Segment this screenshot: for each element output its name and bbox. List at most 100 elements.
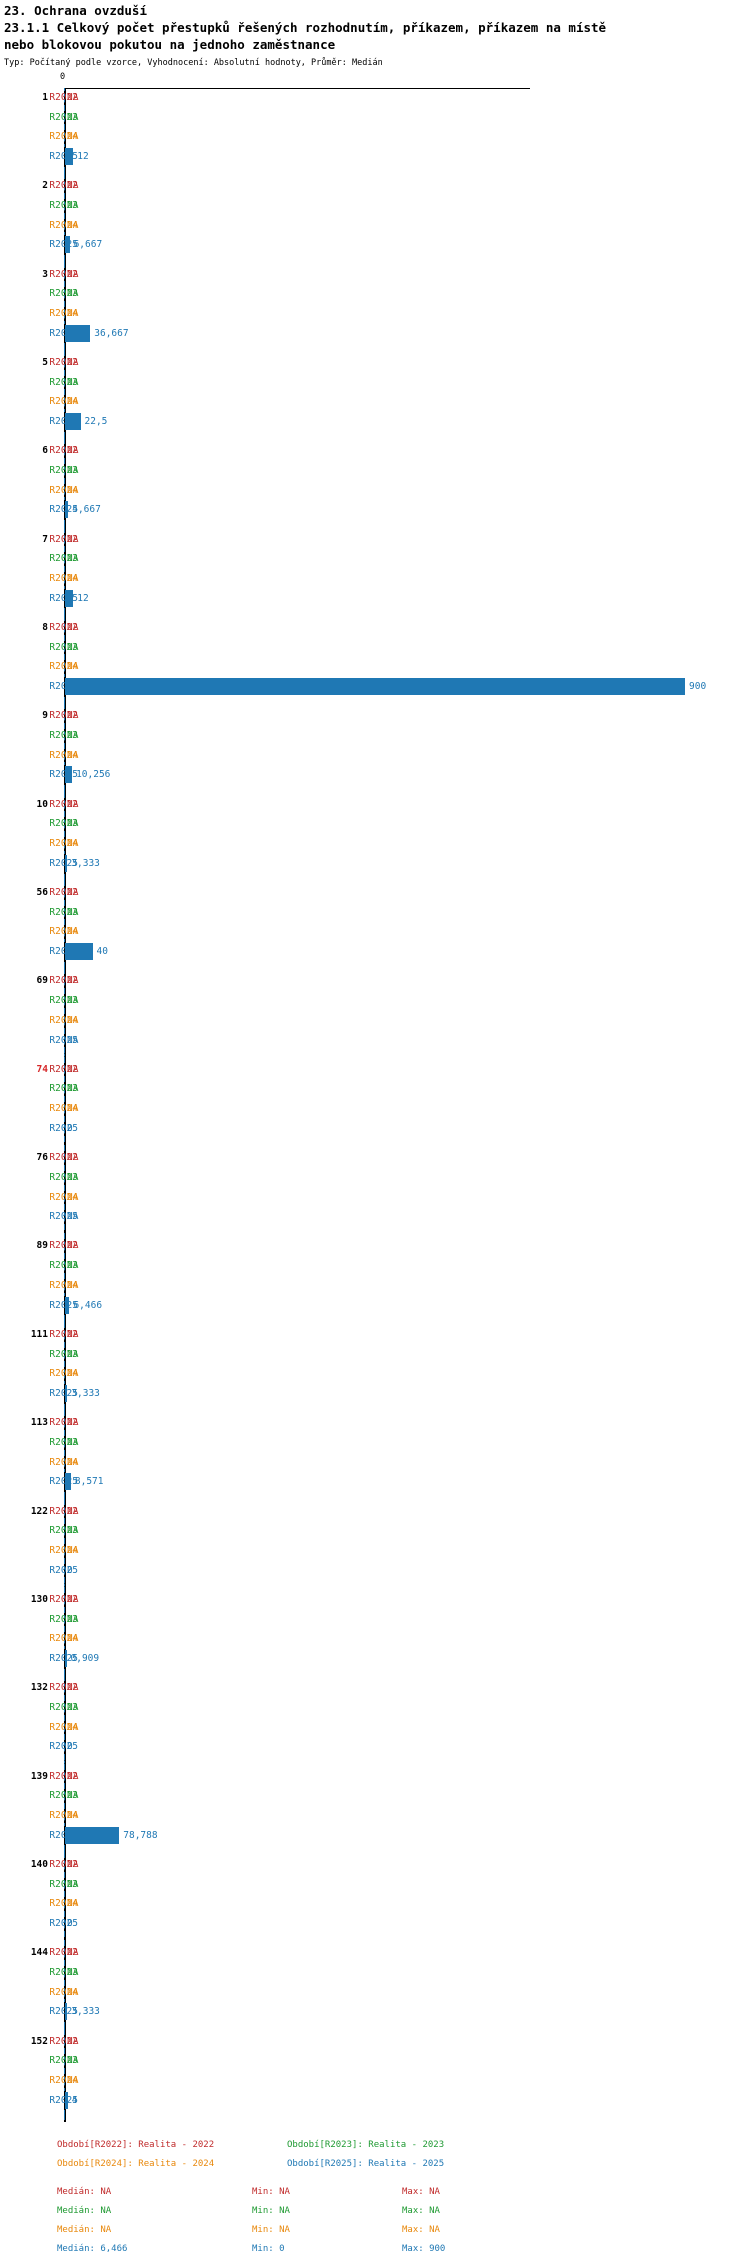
value-label: NA [67, 995, 79, 1007]
chart-row: R2024 NA [0, 1452, 750, 1473]
value-bar[interactable] [65, 766, 73, 784]
chart-row: R2024 NA [0, 480, 750, 501]
group-number[interactable]: 5 [42, 357, 48, 369]
period-label: R2022 [49, 1858, 78, 1870]
value-label: NA [67, 926, 79, 938]
period-label: R2024 [49, 1721, 78, 1733]
value-bar[interactable] [65, 413, 81, 431]
period-label: R2025 [49, 1387, 78, 1399]
value-bar[interactable] [65, 324, 91, 342]
group-number[interactable]: 6 [42, 445, 48, 457]
chart-group: 113 R2022 NA R2023 NA R2024 NA R2025 8,571 [0, 1413, 750, 1502]
value-bar[interactable] [65, 1296, 70, 1314]
group-number[interactable]: 74 [36, 1063, 48, 1075]
value-label: 8,571 [74, 1476, 104, 1488]
value-bar[interactable] [65, 148, 74, 166]
stat-max: Max: NA [402, 2205, 440, 2216]
value-label: NA [67, 573, 79, 585]
chart-group: 1 R2022 NA R2023 NA R2024 NA R2025 12 [0, 88, 750, 177]
value-bar[interactable] [65, 1649, 67, 1667]
chart-row: R2023 NA [0, 1167, 750, 1188]
group-number[interactable]: 122 [30, 1505, 48, 1517]
group-number[interactable]: 76 [36, 1152, 48, 1164]
period-label: R2022 [49, 1063, 78, 1075]
group-number[interactable]: 7 [42, 533, 48, 545]
group-number[interactable]: 132 [30, 1682, 48, 1694]
connector-line [64, 1805, 66, 1826]
value-bar[interactable] [65, 589, 74, 607]
value-label: NA [67, 1260, 79, 1272]
chart-row: R2024 NA [0, 1805, 750, 1826]
legend-row: Období[R2022]: Realita - 2022 Období[R202… [0, 2140, 750, 2159]
legend-entry: Období[R2023]: Realita - 2023 [287, 2139, 445, 2150]
value-label: NA [67, 131, 79, 143]
connector-line [64, 1943, 66, 1963]
period-label: R2025 [49, 2006, 78, 2018]
period-label: R2023 [49, 995, 78, 1007]
value-label: NA [67, 641, 79, 653]
value-bar[interactable] [65, 854, 68, 872]
group-number[interactable]: 130 [30, 1593, 48, 1605]
value-label: NA [67, 1436, 79, 1448]
value-bar[interactable] [65, 678, 685, 696]
chart-group: 122 R2022 NA R2023 NA R2024 NA R2025 0 [0, 1501, 750, 1590]
period-label: R2023 [49, 1083, 78, 1095]
group-number[interactable]: 113 [30, 1417, 48, 1429]
connector-line [64, 176, 66, 197]
group-number[interactable]: 56 [36, 887, 48, 899]
value-label: NA [67, 1368, 79, 1380]
chart-row: 56 R2022 NA [0, 883, 750, 903]
page-title-line2: nebo blokovou pokutou na jednoho zaměstn… [4, 37, 336, 52]
chart-row: 130 R2022 NA [0, 1589, 750, 1610]
legend-entry: Období[R2022]: Realita - 2022 [57, 2139, 215, 2150]
period-label: R2022 [49, 2035, 78, 2047]
chart-row: 144 R2022 NA [0, 1943, 750, 1963]
group-number[interactable]: 10 [36, 798, 48, 810]
group-number[interactable]: 1 [42, 92, 48, 103]
group-number[interactable]: 9 [42, 710, 48, 722]
value-label: 3,333 [71, 2006, 100, 2018]
value-bar[interactable] [65, 1826, 120, 1844]
group-gap [0, 1668, 750, 1679]
connector-line [64, 1275, 66, 1296]
group-gap [0, 255, 750, 265]
chart-row: R2023 NA [0, 1962, 750, 1983]
connector-line [64, 549, 66, 570]
chart-row: 1 R2022 NA [0, 88, 750, 108]
group-number[interactable]: 3 [42, 268, 48, 280]
value-label: 0 [67, 1122, 73, 1134]
period-label: R2025 [49, 1741, 78, 1753]
value-label: NA [67, 1947, 79, 1959]
period-label: R2024 [49, 131, 78, 143]
value-label: NA [67, 533, 79, 545]
value-bar[interactable] [65, 1473, 71, 1491]
period-label: R2024 [49, 749, 78, 761]
group-gap [0, 1403, 750, 1414]
group-number[interactable]: 2 [42, 180, 48, 192]
value-label: NA [67, 288, 79, 300]
chart-row: R2024 NA [0, 1364, 750, 1384]
group-number[interactable]: 139 [30, 1770, 48, 1782]
group-number[interactable]: 69 [36, 975, 48, 987]
period-label: R2022 [49, 357, 78, 369]
value-label: NA [67, 887, 79, 899]
axis-zero-tick-label: 0 [60, 72, 66, 82]
group-number[interactable]: 89 [36, 1240, 48, 1252]
chart-row: R2023 NA [0, 1521, 750, 1541]
group-number[interactable]: 140 [30, 1858, 48, 1870]
value-bar[interactable] [65, 2003, 68, 2021]
group-number[interactable]: 144 [30, 1947, 48, 1959]
value-bar[interactable] [65, 236, 70, 254]
value-label: 0 [67, 1741, 73, 1753]
value-bar[interactable] [65, 2091, 68, 2109]
value-bar[interactable] [65, 501, 69, 519]
value-bar[interactable] [65, 943, 93, 961]
chart-row: 89 R2022 NA [0, 1236, 750, 1257]
group-number[interactable]: 8 [42, 622, 48, 634]
connector-line [64, 745, 66, 766]
chart-row: 9 R2022 NA [0, 706, 750, 727]
value-bar[interactable] [65, 1384, 68, 1402]
group-number[interactable]: 152 [30, 2035, 48, 2047]
value-label: NA [67, 818, 79, 830]
group-number[interactable]: 111 [30, 1328, 48, 1340]
